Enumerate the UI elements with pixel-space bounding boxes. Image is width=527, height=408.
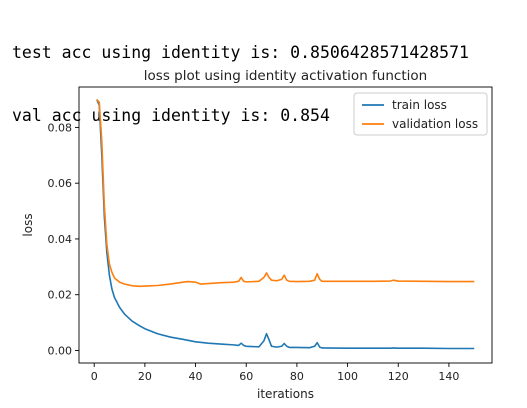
x-tick-label: 0 — [91, 370, 98, 383]
x-axis-label: iterations — [257, 387, 314, 401]
x-tick-label: 20 — [138, 370, 152, 383]
x-tick-label: 140 — [438, 370, 459, 383]
legend: train loss validation loss — [353, 92, 488, 136]
output-console: test acc using identity is: 0.8506428571… — [12, 0, 469, 147]
y-tick-label: 0.02 — [48, 289, 73, 302]
x-tick-label: 40 — [189, 370, 203, 383]
series-line-validation — [96, 99, 475, 288]
y-axis-label: loss — [21, 213, 35, 236]
x-tick-label: 60 — [239, 370, 253, 383]
axes — [78, 86, 493, 364]
x-tick-label: 120 — [388, 370, 409, 383]
x-tick-label: 80 — [290, 370, 304, 383]
y-tick-label: 0.08 — [48, 121, 73, 134]
y-tick-label: 0.04 — [48, 233, 73, 246]
x-tick-label: 100 — [337, 370, 358, 383]
ticks: 0 20 40 60 80 100 120 140 0.00 0.02 0.04 0.06 0.08 — [48, 121, 460, 383]
y-tick-label: 0.06 — [48, 177, 73, 190]
legend-box — [353, 92, 488, 136]
plot-lines — [96, 99, 475, 350]
plot-frame — [78, 86, 493, 364]
y-tick-label: 0.00 — [48, 344, 73, 357]
val-accuracy-line: val acc using identity is: 0.854 — [12, 106, 330, 125]
test-accuracy-line: test acc using identity is: 0.8506428571… — [12, 43, 469, 62]
chart-title: loss plot using identity activation func… — [144, 68, 427, 84]
legend-label-train: train loss — [392, 98, 447, 112]
series-line-train — [96, 99, 475, 350]
legend-label-validation: validation loss — [392, 117, 478, 131]
